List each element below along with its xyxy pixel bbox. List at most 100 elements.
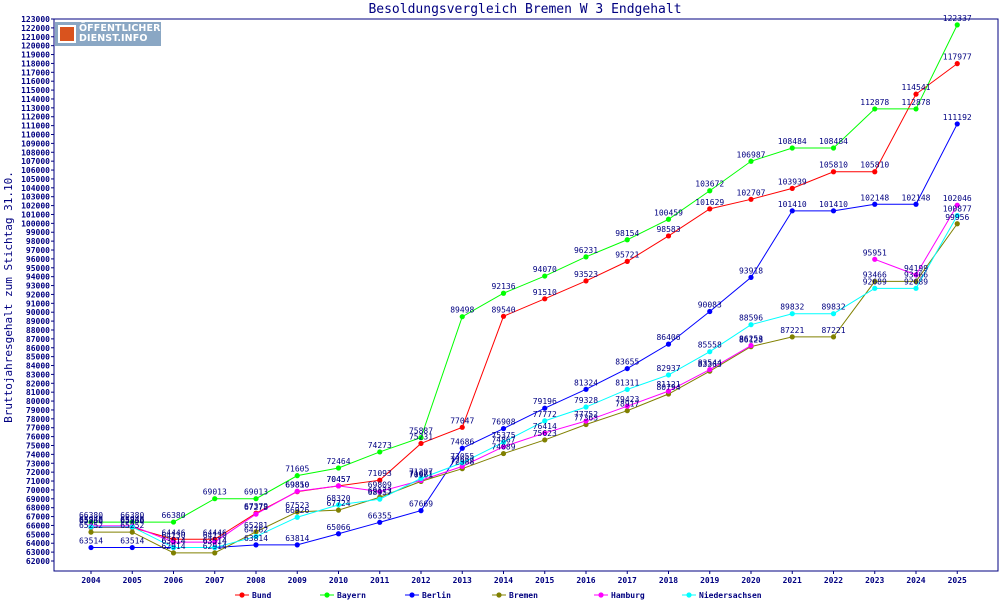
data-point-bayern [624,237,630,243]
data-label-niedersachsen: 68957 [368,488,392,497]
data-label-bund: 71093 [368,469,392,478]
data-label-bayern: 69013 [244,488,268,497]
data-label-bund: 91510 [533,288,557,297]
data-label-bayern: 112878 [902,98,931,107]
legend-label-hamburg: Hamburg [611,591,645,600]
data-label-bund: 70457 [326,475,350,484]
data-point-berlin [335,531,342,537]
data-label-berlin: 79196 [533,397,557,406]
data-point-berlin [707,308,713,315]
data-label-hamburg: 69850 [285,480,309,489]
data-label-hamburg: 74867 [491,436,515,445]
data-label-bund: 65766 [79,517,103,526]
x-tick-label: 2020 [741,576,760,585]
x-tick-label: 2021 [783,576,802,585]
data-label-berlin: 63814 [285,534,309,543]
data-point-niedersachsen [500,439,507,445]
data-point-niedersachsen [830,311,837,317]
data-label-hamburg: 71071 [409,469,433,478]
data-point-berlin [459,445,465,451]
y-tick-label: 110000 [21,131,50,140]
data-label-layer: 65766 65766 64446 64446 67379 69810 70457 71093… [79,14,972,551]
y-tick-label: 99000 [26,228,50,237]
data-point-bayern [665,216,672,222]
data-point-niedersachsen [377,496,383,502]
data-point-niedersachsen [212,544,218,551]
data-point-hamburg [212,539,218,545]
data-point-niedersachsen [459,460,465,466]
data-point-berlin [624,365,630,372]
data-label-berlin: 93918 [739,266,763,275]
data-label-niedersachsen: 68320 [326,494,350,503]
data-point-niedersachsen [913,285,919,291]
data-label-bund: 69810 [285,481,309,490]
y-axis-ticks: 6200063000640006500066000670006800069000… [21,15,54,566]
data-label-bund: 65766 [120,517,144,526]
data-label-niedersachsen: 65830 [79,516,103,525]
data-point-bayern [418,435,424,441]
data-point-bund [624,258,630,264]
data-label-bremen: 78917 [615,400,639,409]
data-label-berlin: 63514 [79,537,103,546]
data-point-bayern [253,496,259,502]
series-line-bremen [91,223,958,554]
series-berlin [88,121,960,551]
x-tick-label: 2022 [824,576,843,585]
data-point-niedersachsen [707,349,713,355]
y-tick-label: 90000 [26,308,50,317]
y-tick-label: 101000 [21,210,50,219]
data-point-berlin [129,544,135,551]
data-point-bremen [500,450,507,457]
data-point-niedersachsen [954,212,960,219]
data-label-hamburg: 79423 [615,395,639,404]
series-niedersachsen [88,212,960,551]
data-point-hamburg [707,366,713,373]
data-point-hamburg [954,202,960,208]
y-tick-label: 77000 [26,424,50,433]
data-label-bayern: 106987 [737,150,766,159]
data-label-bayern: 69013 [203,488,227,497]
y-tick-label: 68000 [26,504,50,513]
data-label-bremen: 62914 [161,542,185,551]
data-label-bund: 101629 [695,198,724,207]
y-tick-label: 105000 [21,175,50,184]
data-point-berlin [665,341,672,347]
y-tick-label: 96000 [26,255,50,264]
series-bremen [88,221,960,556]
data-point-hamburg [377,489,383,495]
data-label-bund: 98583 [656,225,680,234]
data-point-hamburg [294,488,300,494]
y-tick-label: 102000 [21,202,50,211]
x-tick-label: 2004 [81,576,100,585]
data-label-bremen: 93466 [863,270,887,279]
data-label-bayern: 72464 [326,457,350,466]
x-tick-label: 2007 [205,576,224,585]
data-point-niedersachsen [542,418,548,424]
data-point-bremen [830,334,837,340]
data-label-niedersachsen: 79328 [574,396,598,405]
data-point-bayern [954,22,960,28]
data-label-bund: 114541 [902,83,931,92]
y-tick-label: 95000 [26,264,50,273]
data-label-bremen: 93466 [904,270,928,279]
data-label-hamburg: 102046 [943,194,972,203]
data-point-bund [830,169,837,175]
data-point-berlin [830,208,837,214]
chart-title: Besoldungsvergleich Bremen W 3 Endgehalt [368,2,681,17]
data-label-berlin: 63814 [244,534,268,543]
data-label-berlin: 63514 [161,537,185,546]
data-label-bremen: 99956 [945,213,969,222]
logo-line-1: ÖFFENTLICHER [79,23,161,34]
data-label-niedersachsen: 63514 [161,537,185,546]
data-label-niedersachsen: 63514 [203,537,227,546]
data-label-bayern: 98154 [615,229,639,238]
data-label-bayern: 66380 [161,511,185,520]
y-tick-label: 120000 [21,42,50,51]
y-tick-label: 67000 [26,513,50,522]
y-tick-label: 73000 [26,459,50,468]
x-tick-label: 2006 [164,576,183,585]
data-point-niedersachsen [624,386,630,393]
data-label-berlin: 76908 [491,418,515,427]
data-point-bayern [707,188,713,194]
